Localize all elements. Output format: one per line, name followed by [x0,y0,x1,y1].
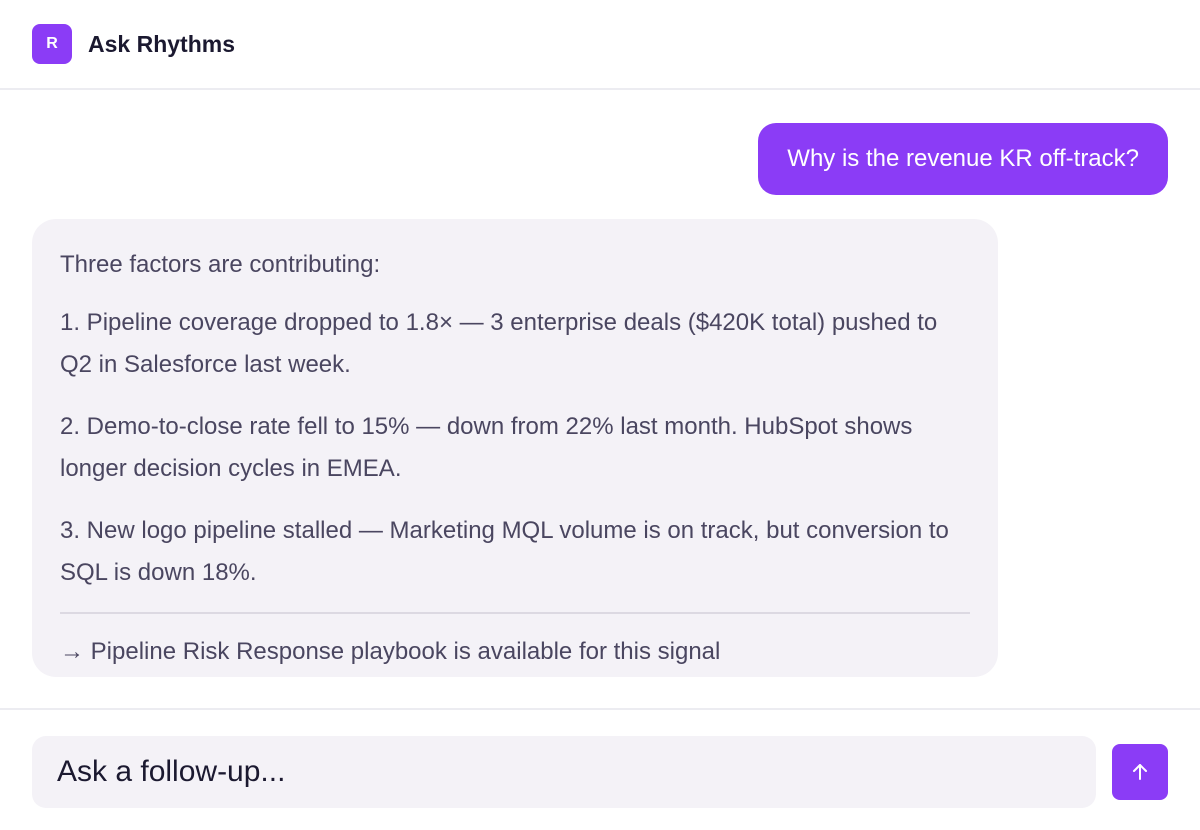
follow-up-input[interactable] [32,736,1096,808]
assistant-intro: Three factors are contributing: [60,251,381,278]
conversation-area: Why is the revenue KR off-track? Three f… [0,92,1200,708]
composer [0,708,1200,830]
send-button[interactable] [1112,744,1168,800]
playbook-link[interactable]: → Pipeline Risk Response playbook is ava… [60,638,721,665]
assistant-message-bubble: Three factors are contributing: 1. Pipel… [32,219,998,677]
assistant-point-3: 3. New logo pipeline stalled — Marketing… [60,517,949,586]
assistant-point-2: 2. Demo-to-close rate fell to 15% — down… [60,413,913,482]
app-title: Ask Rhythms [88,30,235,57]
assistant-divider [60,612,970,614]
assistant-point-1: 1. Pipeline coverage dropped to 1.8× — 3… [60,309,938,378]
arrow-up-icon [1133,764,1147,780]
app-header: R Ask Rhythms [0,0,1200,90]
app-logo: R [32,24,72,64]
user-message-bubble: Why is the revenue KR off-track? [758,123,1168,195]
